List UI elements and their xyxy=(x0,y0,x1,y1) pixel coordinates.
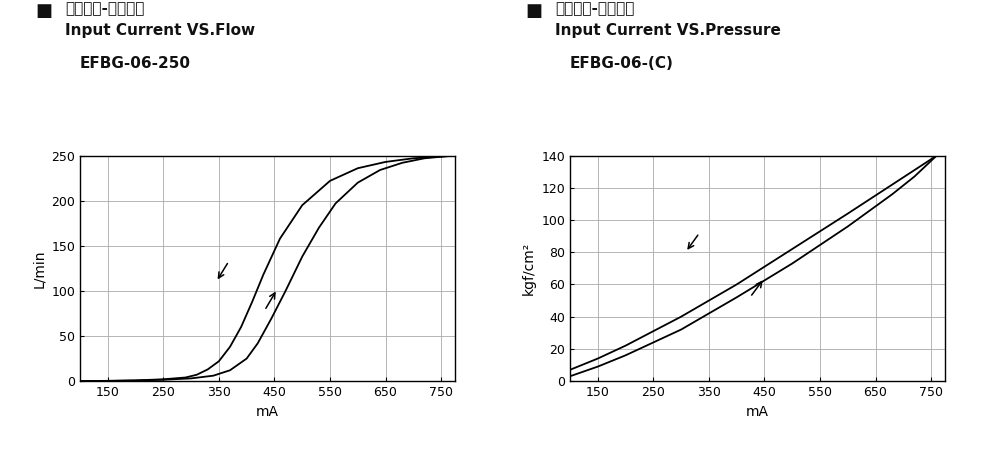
Text: EFBG-06-250: EFBG-06-250 xyxy=(80,56,191,71)
Text: Input Current VS.Flow: Input Current VS.Flow xyxy=(65,23,255,38)
Text: EFBG-06-(C): EFBG-06-(C) xyxy=(570,56,674,71)
Text: ■: ■ xyxy=(525,2,542,20)
X-axis label: mA: mA xyxy=(256,405,279,419)
Text: Input Current VS.Pressure: Input Current VS.Pressure xyxy=(555,23,781,38)
Y-axis label: L/min: L/min xyxy=(32,249,46,288)
X-axis label: mA: mA xyxy=(746,405,769,419)
Text: 入力電流-流量特性: 入力電流-流量特性 xyxy=(65,1,144,16)
Text: ■: ■ xyxy=(35,2,52,20)
Y-axis label: kgf/cm²: kgf/cm² xyxy=(522,242,536,295)
Text: 入力電流-圧力特性: 入力電流-圧力特性 xyxy=(555,1,634,16)
